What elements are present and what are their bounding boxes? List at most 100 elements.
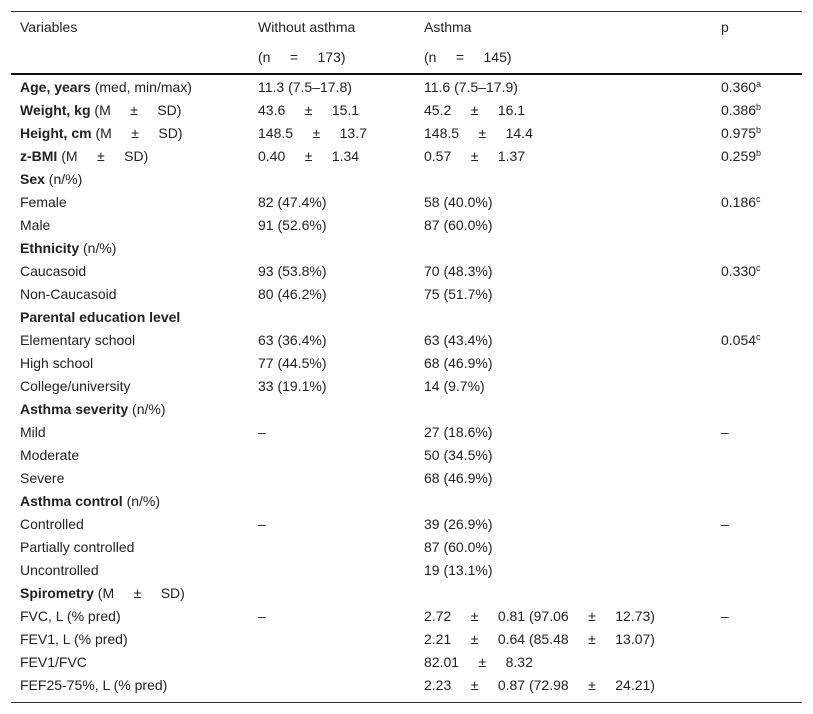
p-number: 0.054 xyxy=(721,332,757,348)
asthma-value: 82.01 ± 8.32 xyxy=(424,654,533,670)
bottom-rule xyxy=(11,702,802,703)
row-label-text: FEV1, L (% pred) xyxy=(20,631,128,647)
row-label-text: (n/%) xyxy=(128,401,166,417)
row-label-text: Partially controlled xyxy=(20,539,135,555)
without-asthma-value: 93 (53.8%) xyxy=(258,263,327,279)
asthma-value: 148.5 ± 14.4 xyxy=(424,125,533,141)
asthma-value: 27 (18.6%) xyxy=(424,424,493,440)
asthma-value: 87 (60.0%) xyxy=(424,539,493,555)
p-footnote-mark: a xyxy=(756,79,762,89)
row-label: Elementary school xyxy=(20,331,135,349)
asthma-value: 45.2 ± 16.1 xyxy=(424,102,526,118)
row-label-bold: Ethnicity xyxy=(20,240,80,256)
row-label-bold: Age, years xyxy=(20,79,91,95)
row-label: Asthma severity (n/%) xyxy=(20,400,166,418)
row-label-bold: Parental education level xyxy=(20,309,181,325)
asthma-value: 75 (51.7%) xyxy=(424,286,493,302)
row-label-text: FVC, L (% pred) xyxy=(20,608,121,624)
row-label: Weight, kg (M ± SD) xyxy=(20,101,181,119)
header-without-asthma-n: (n = 173) xyxy=(258,49,346,65)
p-footnote-mark: c xyxy=(756,332,761,342)
row-label: Severe xyxy=(20,469,64,487)
asthma-value: 2.21 ± 0.64 (85.48 ± 13.07) xyxy=(424,631,655,647)
header-without-asthma: Without asthma xyxy=(258,19,356,35)
row-label-text: Mild xyxy=(20,424,46,440)
p-value: 0.186c xyxy=(721,193,761,211)
p-number: – xyxy=(721,516,729,532)
row-label-text: Moderate xyxy=(20,447,80,463)
row-label-text: (n/%) xyxy=(44,171,83,187)
row-label: FEV1, L (% pred) xyxy=(20,630,128,648)
row-label-text: (M ± SD) xyxy=(90,102,182,118)
row-label-text: (n/%) xyxy=(122,493,161,509)
p-footnote-mark: c xyxy=(756,194,761,204)
row-label: FEF25-75%, L (% pred) xyxy=(20,676,167,694)
row-label: Uncontrolled xyxy=(20,561,99,579)
header-asthma-n: (n = 145) xyxy=(424,49,512,65)
without-asthma-value: 0.40 ± 1.34 xyxy=(258,148,360,164)
row-label: Controlled xyxy=(20,515,84,533)
p-value: – xyxy=(721,423,729,441)
p-footnote-mark: c xyxy=(756,263,761,273)
row-label-text: Controlled xyxy=(20,516,84,532)
row-label-bold: z-BMI xyxy=(20,148,58,164)
p-number: – xyxy=(721,424,729,440)
header-rule xyxy=(11,73,802,75)
row-label-bold: Weight, kg xyxy=(20,102,91,118)
row-label: Asthma control (n/%) xyxy=(20,492,160,510)
without-asthma-value: 11.3 (7.5–17.8) xyxy=(258,79,352,95)
row-label-text: FEF25-75%, L (% pred) xyxy=(20,677,168,693)
asthma-value: 11.6 (7.5–17.9) xyxy=(424,79,518,95)
row-label: Parental education level xyxy=(20,308,180,326)
row-label: High school xyxy=(20,354,93,372)
without-asthma-value: 43.6 ± 15.1 xyxy=(258,102,360,118)
top-rule xyxy=(11,11,802,12)
p-value: 0.386b xyxy=(721,101,761,119)
row-label: Age, years (med, min/max) xyxy=(20,78,192,96)
row-label: Female xyxy=(20,193,67,211)
row-label: FVC, L (% pred) xyxy=(20,607,121,625)
asthma-value: 0.57 ± 1.37 xyxy=(424,148,526,164)
asthma-value: 2.72 ± 0.81 (97.06 ± 12.73) xyxy=(424,608,655,624)
row-label: Ethnicity (n/%) xyxy=(20,239,116,257)
row-label-text: FEV1/FVC xyxy=(20,654,87,670)
row-label-bold: Asthma control xyxy=(20,493,123,509)
without-asthma-value: 148.5 ± 13.7 xyxy=(258,125,367,141)
asthma-value: 19 (13.1%) xyxy=(424,562,493,578)
without-asthma-value: 63 (36.4%) xyxy=(258,332,327,348)
header-asthma: Asthma xyxy=(424,19,472,35)
p-value: – xyxy=(721,515,729,533)
without-asthma-value: 33 (19.1%) xyxy=(258,378,327,394)
row-label: Partially controlled xyxy=(20,538,134,556)
row-label-text: Elementary school xyxy=(20,332,136,348)
p-value: 0.330c xyxy=(721,262,761,280)
asthma-value: 39 (26.9%) xyxy=(424,516,493,532)
p-number: 0.330 xyxy=(721,263,757,279)
header-p: p xyxy=(721,19,729,35)
without-asthma-value: – xyxy=(258,424,266,440)
p-value: – xyxy=(721,607,729,625)
row-label: Height, cm (M ± SD) xyxy=(20,124,182,142)
without-asthma-value: 80 (46.2%) xyxy=(258,286,327,302)
row-label: Sex (n/%) xyxy=(20,170,82,188)
without-asthma-value: 77 (44.5%) xyxy=(258,355,327,371)
row-label-bold: Spirometry xyxy=(20,585,94,601)
p-number: 0.186 xyxy=(721,194,757,210)
row-label-bold: Height, cm xyxy=(20,125,92,141)
p-value: 0.259b xyxy=(721,147,761,165)
asthma-value: 14 (9.7%) xyxy=(424,378,485,394)
without-asthma-value: 82 (47.4%) xyxy=(258,194,327,210)
without-asthma-value: – xyxy=(258,516,266,532)
row-label-text: (M ± SD) xyxy=(91,125,183,141)
asthma-value: 58 (40.0%) xyxy=(424,194,493,210)
p-number: 0.360 xyxy=(721,79,757,95)
header-variables: Variables xyxy=(20,19,78,35)
row-label: Caucasoid xyxy=(20,262,86,280)
row-label-text: (M ± SD) xyxy=(57,148,149,164)
p-number: – xyxy=(721,608,729,624)
without-asthma-value: 91 (52.6%) xyxy=(258,217,327,233)
asthma-value: 50 (34.5%) xyxy=(424,447,493,463)
row-label: Male xyxy=(20,216,50,234)
without-asthma-value: – xyxy=(258,608,266,624)
asthma-value: 70 (48.3%) xyxy=(424,263,493,279)
